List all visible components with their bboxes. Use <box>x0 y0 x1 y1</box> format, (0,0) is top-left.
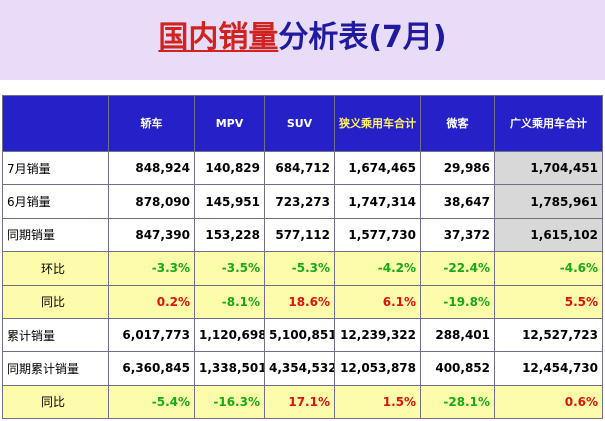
table-cell: -28.1% <box>420 384 495 420</box>
table-cell: 1.5% <box>334 384 421 420</box>
table-cell: 723,273 <box>264 184 335 219</box>
table-cell: 288,401 <box>420 317 495 353</box>
page-title: 国内销量分析表(7月) <box>0 18 605 58</box>
title-blue-part: 分析表(7月) <box>278 20 447 55</box>
table-cell: -3.5% <box>194 251 265 286</box>
table-cell: 6,017,773 <box>108 317 195 353</box>
header-row: 轿车 MPV SUV 狭义乘用车合计 微客 广义乘用车合计 <box>2 95 603 152</box>
table-cell: 1,785,961 <box>494 184 603 219</box>
header-cell-minivan: 微客 <box>420 95 495 152</box>
row-label: 同比 <box>2 284 109 319</box>
table-cell: 1,615,102 <box>494 217 603 253</box>
table-cell: 878,090 <box>108 184 195 219</box>
table-cell: 1,747,314 <box>334 184 421 219</box>
table-row: 环比 -3.3% -3.5% -5.3% -4.2% -22.4% -4.6% <box>2 251 603 286</box>
table-cell: -4.2% <box>334 251 421 286</box>
table-cell: 1,704,451 <box>494 150 603 186</box>
table-cell: 400,852 <box>420 351 495 386</box>
table-cell: 1,120,698 <box>194 317 265 353</box>
table-cell: -3.3% <box>108 251 195 286</box>
title-band <box>0 0 605 80</box>
table-row: 7月销量 848,924 140,829 684,712 1,674,465 29,986… <box>2 150 603 186</box>
table-row: 同期销量 847,390 153,228 577,112 1,577,730 37,372… <box>2 217 603 253</box>
table-cell: -5.4% <box>108 384 195 420</box>
row-label: 同期累计销量 <box>2 351 109 386</box>
row-label: 同比 <box>2 384 109 420</box>
table-cell: 577,112 <box>264 217 335 253</box>
table-cell: 0.6% <box>494 384 603 420</box>
table-cell: 17.1% <box>264 384 335 420</box>
table-cell: -4.6% <box>494 251 603 286</box>
header-cell-narrow-total: 狭义乘用车合计 <box>334 95 421 152</box>
table-cell: -5.3% <box>264 251 335 286</box>
row-label: 7月销量 <box>2 150 109 186</box>
table-row: 6月销量 878,090 145,951 723,273 1,747,314 38,647… <box>2 184 603 219</box>
row-label: 同期销量 <box>2 217 109 253</box>
table-cell: -16.3% <box>194 384 265 420</box>
table-cell: 18.6% <box>264 284 335 319</box>
table-cell: 1,577,730 <box>334 217 421 253</box>
sales-table: 轿车 MPV SUV 狭义乘用车合计 微客 广义乘用车合计 7月销量 848,92… <box>2 95 603 420</box>
header-cell-corner <box>2 95 109 152</box>
header-cell-mpv: MPV <box>194 95 265 152</box>
table-cell: 12,239,322 <box>334 317 421 353</box>
table-header: 轿车 MPV SUV 狭义乘用车合计 微客 广义乘用车合计 <box>2 95 603 152</box>
header-cell-suv: SUV <box>264 95 335 152</box>
title-red-part: 国内销量 <box>158 20 279 55</box>
table-cell: 140,829 <box>194 150 265 186</box>
table-cell: 145,951 <box>194 184 265 219</box>
table-cell: 1,674,465 <box>334 150 421 186</box>
row-label: 6月销量 <box>2 184 109 219</box>
table-row: 同期累计销量 6,360,845 1,338,501 4,354,532 12,053,… <box>2 351 603 386</box>
table-row: 同比 -5.4% -16.3% 17.1% 1.5% -28.1% 0.6% <box>2 384 603 420</box>
table-cell: 37,372 <box>420 217 495 253</box>
table-cell: -19.8% <box>420 284 495 319</box>
table-cell: 12,527,723 <box>494 317 603 353</box>
table-cell: 684,712 <box>264 150 335 186</box>
table-cell: 5.5% <box>494 284 603 319</box>
table-cell: 6,360,845 <box>108 351 195 386</box>
table-row: 累计销量 6,017,773 1,120,698 5,100,851 12,239,32… <box>2 317 603 353</box>
table-cell: 12,454,730 <box>494 351 603 386</box>
table-cell: 153,228 <box>194 217 265 253</box>
table-body: 7月销量 848,924 140,829 684,712 1,674,465 29,986… <box>2 150 603 420</box>
table-cell: 6.1% <box>334 284 421 319</box>
table-row: 同比 0.2% -8.1% 18.6% 6.1% -19.8% 5.5% <box>2 284 603 319</box>
table-cell: -8.1% <box>194 284 265 319</box>
table-cell: 847,390 <box>108 217 195 253</box>
table-cell: 38,647 <box>420 184 495 219</box>
header-cell-sedan: 轿车 <box>108 95 195 152</box>
table-cell: 5,100,851 <box>264 317 335 353</box>
table-cell: 12,053,878 <box>334 351 421 386</box>
table-cell: 4,354,532 <box>264 351 335 386</box>
header-cell-broad-total: 广义乘用车合计 <box>494 95 603 152</box>
row-label: 累计销量 <box>2 317 109 353</box>
table-cell: 848,924 <box>108 150 195 186</box>
table-cell: -22.4% <box>420 251 495 286</box>
table-cell: 29,986 <box>420 150 495 186</box>
table-cell: 1,338,501 <box>194 351 265 386</box>
table-cell: 0.2% <box>108 284 195 319</box>
row-label: 环比 <box>2 251 109 286</box>
